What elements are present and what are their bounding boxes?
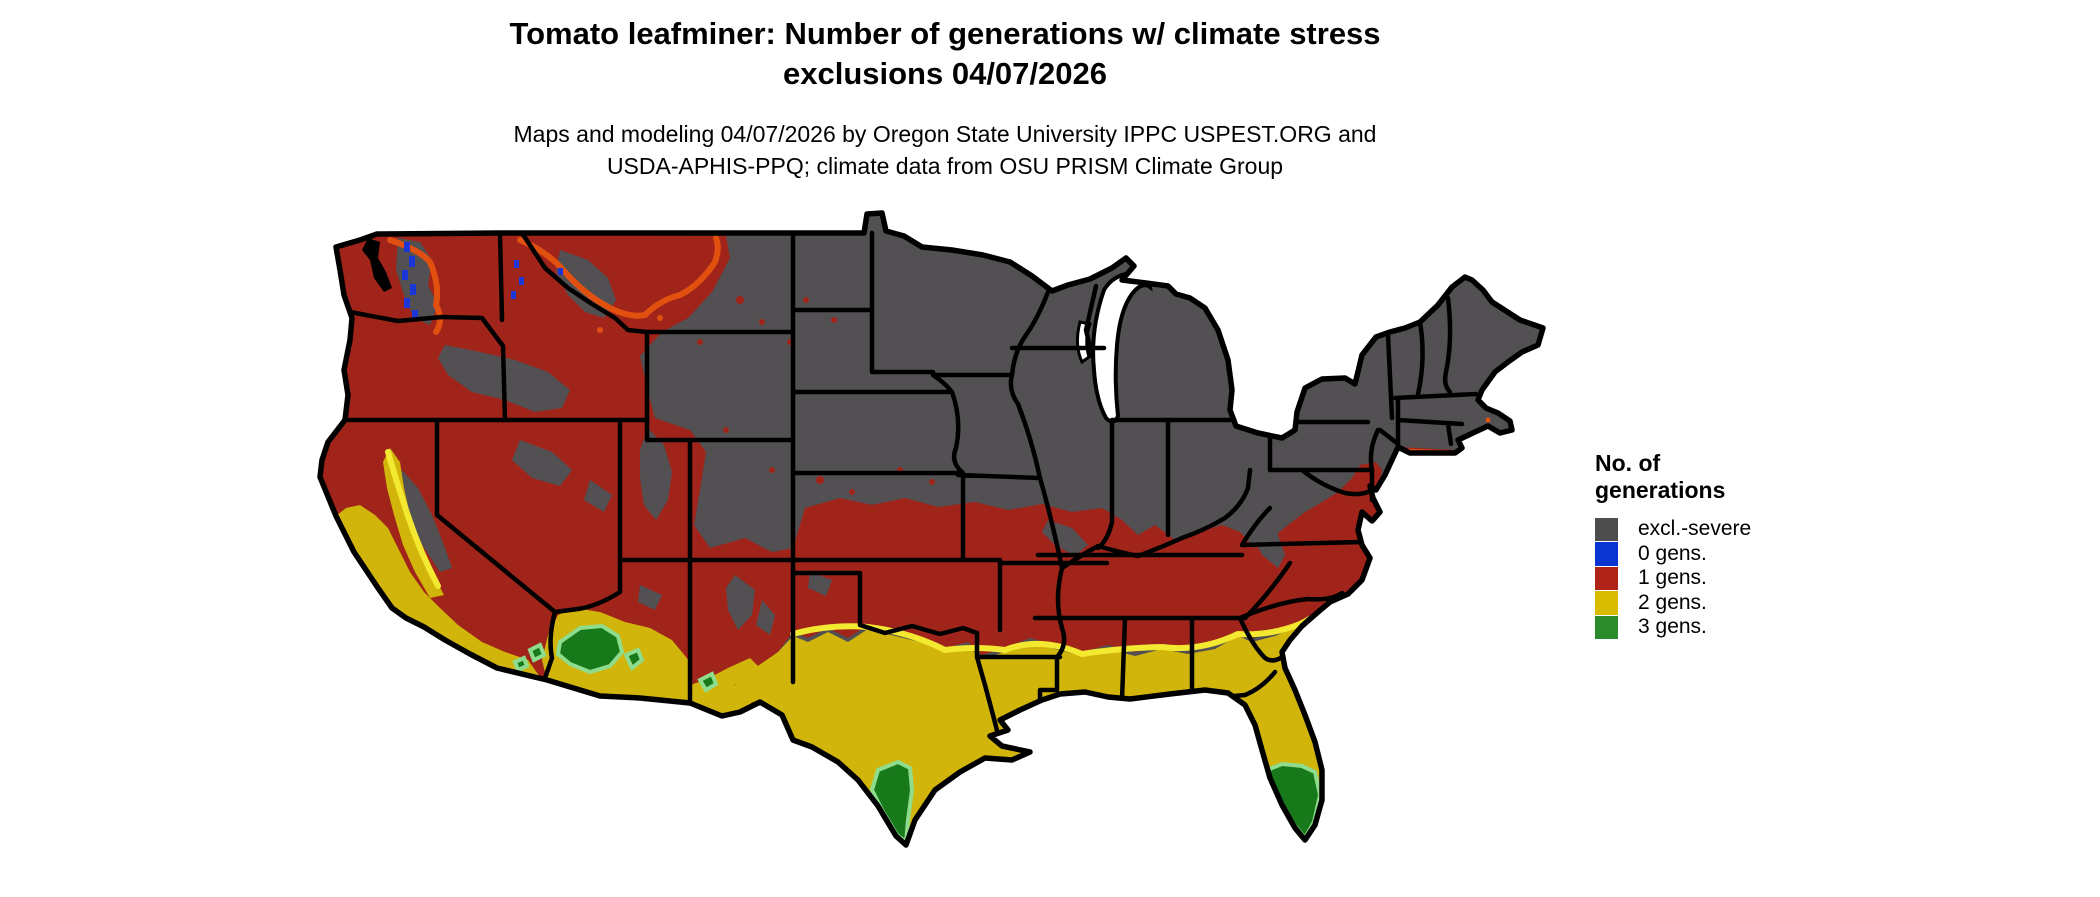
map-subtitle-line1: Maps and modeling 04/07/2026 by Oregon S… xyxy=(513,121,1377,147)
map-region-1gens xyxy=(320,234,1382,702)
legend-item-0gens: 0 gens. xyxy=(1595,542,1895,567)
legend-items: excl.-severe 0 gens. 1 gens. 2 gens. 3 g… xyxy=(1595,517,1895,640)
legend-label-0gens: 0 gens. xyxy=(1638,541,1707,565)
legend-swatch-excl-severe xyxy=(1595,517,1618,541)
legend-label-3gens: 3 gens. xyxy=(1638,615,1707,639)
legend-title-line2: generations xyxy=(1595,477,1726,503)
legend-swatch-3gens xyxy=(1595,615,1618,639)
legend-swatch-2gens xyxy=(1595,591,1618,615)
map-florida-keys xyxy=(1237,847,1285,867)
map-region-0gens xyxy=(402,242,563,319)
legend-item-3gens: 3 gens. xyxy=(1595,615,1895,640)
map-legend: No. of generations excl.-severe 0 gens. … xyxy=(1595,450,1895,640)
map-speckles-red xyxy=(697,296,935,495)
map-national-outline xyxy=(317,210,1546,848)
map-title-line2: exclusions 04/07/2026 xyxy=(782,56,1107,91)
map-subtitle: Maps and modeling 04/07/2026 by Oregon S… xyxy=(0,118,1890,182)
legend-swatch-1gens xyxy=(1595,566,1618,590)
map-title-line1: Tomato leafminer: Number of generations … xyxy=(509,16,1381,51)
map-region-1gens-coastal-slivers xyxy=(1385,447,1455,478)
map-patches-excl-gray xyxy=(396,238,1285,635)
map-puget-sound xyxy=(362,238,392,292)
map-title: Tomato leafminer: Number of generations … xyxy=(0,14,1890,94)
map-region-3gens xyxy=(512,623,1323,845)
legend-item-1gens: 1 gens. xyxy=(1595,566,1895,591)
legend-title-line1: No. of xyxy=(1595,450,1661,476)
legend-label-excl-severe: excl.-severe xyxy=(1638,517,1752,541)
legend-label-2gens: 2 gens. xyxy=(1638,590,1707,614)
legend-label-1gens: 1 gens. xyxy=(1638,566,1707,590)
legend-item-2gens: 2 gens. xyxy=(1595,591,1895,616)
map-subtitle-line2: USDA-APHIS-PPQ; climate data from OSU PR… xyxy=(606,153,1284,179)
map-state-borders xyxy=(345,230,1479,745)
legend-item-excl-severe: excl.-severe xyxy=(1595,517,1895,542)
legend-swatch-0gens xyxy=(1595,542,1618,566)
map-region-2gens-west xyxy=(336,448,760,714)
